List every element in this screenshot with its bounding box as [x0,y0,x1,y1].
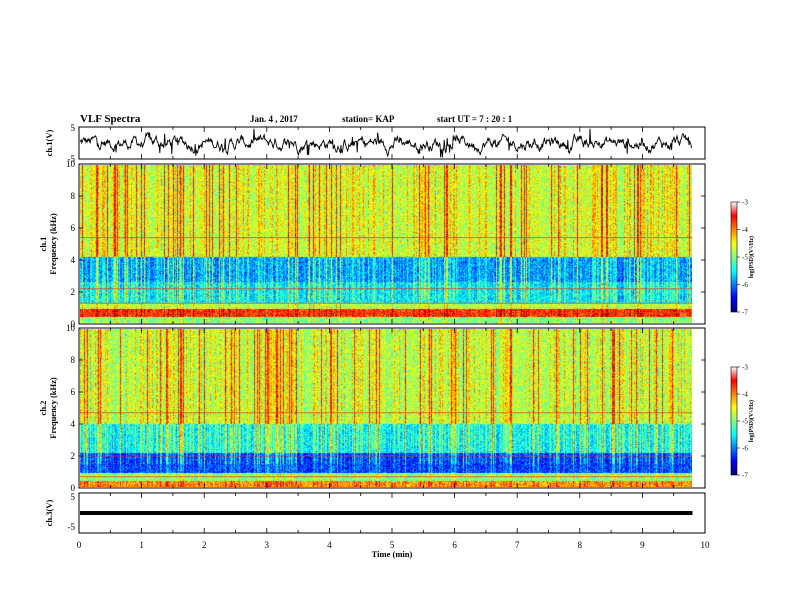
ch1-spectrogram-ticks [78,164,706,324]
date-label: Jan. 4 , 2017 [250,114,298,124]
frequency-ticklabel: 2 [71,287,76,297]
ch1-colorbar-label: log(PSD)(V²/Hz) [748,236,755,278]
time-ticklabel: 6 [452,540,457,550]
colorbar-ticklabel: -7 [742,472,748,480]
colorbar-ticklabel: -4 [742,226,748,234]
time-ticklabel: 2 [202,540,207,550]
ch1-spectrogram-panel: 0 2 4 6 8 10 ch.1 Frequency (kHz) [38,159,706,329]
ch2-colorbar-label: log(PSD)(V²/Hz) [748,400,755,442]
frequency-ticklabel: 4 [71,255,76,265]
ch1-colorbar: -3 -4 -5 -6 -7 log(PSD)(V²/Hz) [730,199,755,317]
ch3-waveform-panel: 5 -5 ch.3(V) 0 1 2 3 4 5 6 7 8 9 10 Time (min) [44,492,710,559]
ch1-waveform-ticks [78,127,706,159]
time-ticklabel: 9 [640,540,645,550]
ch1-channel-label: ch.1 [38,237,48,252]
ch1-waveform-panel: 5 -5 ch.1(V) [44,123,706,164]
ch2-channel-label: ch.2 [38,401,48,416]
frequency-ticklabel: 4 [71,419,76,429]
start-time-label: start UT = 7 : 20 : 1 [437,114,513,124]
frequency-ticklabel: 10 [66,159,76,169]
colorbar-ticklabel: -3 [742,199,748,207]
time-ticklabel: 3 [265,540,270,550]
ch2-spectrogram-ticks [78,328,706,488]
frequency-ticklabel: 0 [71,483,76,493]
ch1-ytick-top: 5 [71,123,76,133]
frequency-ticklabel: 0 [71,319,76,329]
station-label: station= KAP [342,114,395,124]
frequency-ticklabel: 10 [66,323,76,333]
ch3-waveform-ylabel: ch.3(V) [44,499,54,526]
colorbar-ticklabel: -6 [742,281,748,289]
ch3-ytick-bottom: -5 [68,522,76,532]
ch1-waveform-ylabel: ch.1(V) [44,129,54,156]
time-ticklabel: 7 [515,540,520,550]
ch2-frequency-ticklabels: 0 2 4 6 8 10 [66,323,705,493]
ch1-spectral-lines [80,237,693,314]
figure-header: VLF Spectra Jan. 4 , 2017 station= KAP s… [80,113,513,125]
ch2-colorbar-ticks: -3 -4 -5 -6 -7 [737,364,748,480]
colorbar-ticklabel: -6 [742,445,748,453]
ch2-spectral-lines [80,412,693,478]
ch1-frequency-axis-label: Frequency (kHz) [48,213,58,275]
ch1-spectrogram-image [80,165,692,323]
ch1-frequency-ticklabels: 0 2 4 6 8 10 [66,159,705,329]
time-ticklabel: 8 [578,540,583,550]
time-ticklabel: 4 [327,540,332,550]
time-axis-label: Time (min) [372,549,413,559]
colorbar-ticklabel: -3 [742,364,748,372]
frequency-ticklabel: 6 [71,387,76,397]
frequency-ticklabel: 2 [71,451,76,461]
colorbar-ticklabel: -5 [742,254,748,262]
time-axis-ticklabels: 0 1 2 3 4 5 6 7 8 9 10 [77,540,710,550]
colorbar-ticklabel: -4 [742,391,748,399]
ch2-colorbar-gradient [730,366,738,476]
colorbar-ticklabel: -7 [742,309,748,317]
ch2-frequency-axis-label: Frequency (kHz) [48,377,58,439]
time-ticklabel: 1 [139,540,144,550]
ch2-spectrogram-image [80,329,692,487]
time-ticklabel: 5 [390,540,395,550]
frequency-ticklabel: 6 [71,223,76,233]
ch2-spectrogram-panel: 0 2 4 6 8 10 ch.2 Frequency (kHz) [38,323,706,493]
ch3-ytick-top: 5 [71,492,76,502]
frequency-ticklabel: 8 [71,191,76,201]
frequency-ticklabel: 8 [71,355,76,365]
time-ticklabel: 0 [77,540,82,550]
ch3-waveform-ticks [78,493,706,533]
ch1-waveform-line [79,128,692,158]
ch1-colorbar-gradient [730,201,738,313]
ch1-colorbar-ticks: -3 -4 -5 -6 -7 [737,199,748,317]
time-ticklabel: 10 [701,540,711,550]
figure-title: VLF Spectra [80,113,141,125]
colorbar-ticklabel: -5 [742,418,748,426]
ch2-colorbar: -3 -4 -5 -6 -7 log(PSD)(V²/Hz) [730,364,755,480]
ch1-ytick-bottom: -5 [68,154,76,164]
